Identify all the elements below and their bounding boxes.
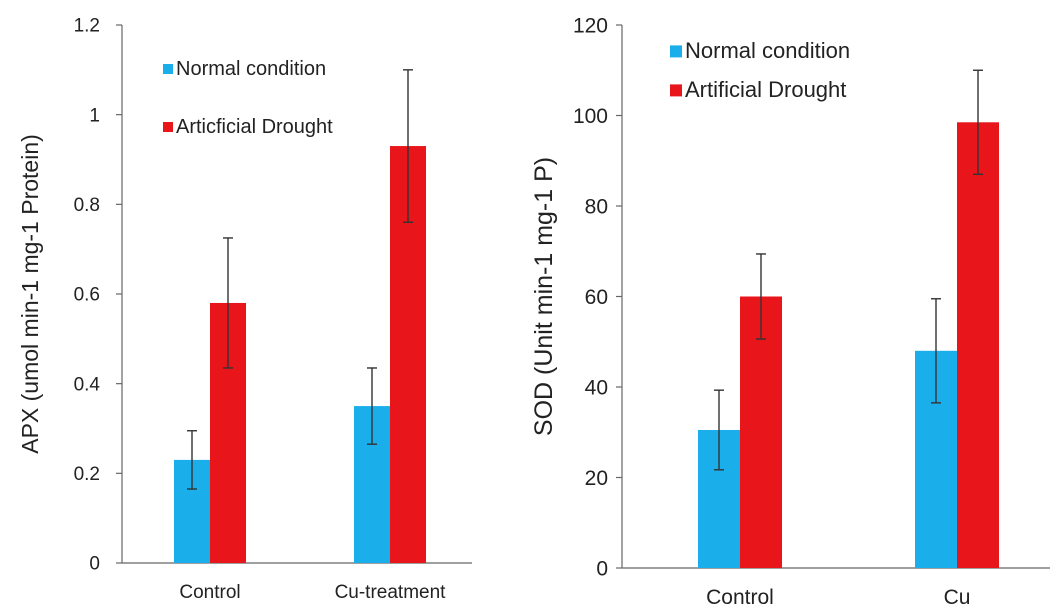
legend-label: Normal condition [685, 38, 850, 63]
y-tick-label: 0.4 [74, 374, 101, 395]
x-tick-label: Cu-treatment [335, 582, 447, 603]
x-tick-label: Cu [944, 586, 971, 609]
y-tick-label: 1 [89, 105, 100, 126]
legend-swatch [163, 64, 173, 74]
y-tick-label: 20 [585, 467, 608, 490]
y-tick-label: 1.2 [74, 16, 100, 37]
legend-swatch [163, 122, 173, 132]
chart-panel-2: 0 20 40 60 80 100 120 SOD (Unit min-1 mg-1 P) Co… [530, 14, 1050, 609]
legend-label: Artificial Drought [685, 77, 846, 102]
x-tick-label: Control [179, 582, 240, 603]
legend-label: Normal condition [176, 58, 326, 80]
y-tick-label: 0 [596, 557, 608, 580]
y-tick-label: 0 [89, 554, 100, 575]
y-tick-label: 120 [573, 14, 608, 37]
y-axis-label: APX (umol min-1 mg-1 Protein) [17, 134, 43, 454]
y-axis-label: SOD (Unit min-1 mg-1 P) [530, 157, 558, 436]
y-tick-label: 100 [573, 105, 608, 128]
legend-swatch [670, 45, 682, 58]
chart-panel-1: 0 0.2 0.4 0.6 0.8 1 1.2 APX (umol min-1 mg-1 Pr… [17, 16, 472, 603]
legend: Normal condition Articficial Drought [163, 58, 333, 138]
legend-swatch [670, 84, 682, 97]
legend-label: Articficial Drought [176, 116, 333, 138]
y-tick-label: 0.2 [74, 464, 100, 485]
x-tick-label: Control [706, 586, 774, 609]
legend: Normal condition Artificial Drought [670, 38, 850, 102]
y-tick-label: 0.6 [74, 285, 100, 306]
bar-artificial-drought-cu [957, 122, 999, 568]
y-tick-label: 80 [585, 195, 608, 218]
bar-artificial-drought-control [740, 296, 782, 568]
y-tick-label: 0.8 [74, 195, 100, 216]
y-tick-label: 60 [585, 286, 608, 309]
y-tick-label: 40 [585, 376, 608, 399]
